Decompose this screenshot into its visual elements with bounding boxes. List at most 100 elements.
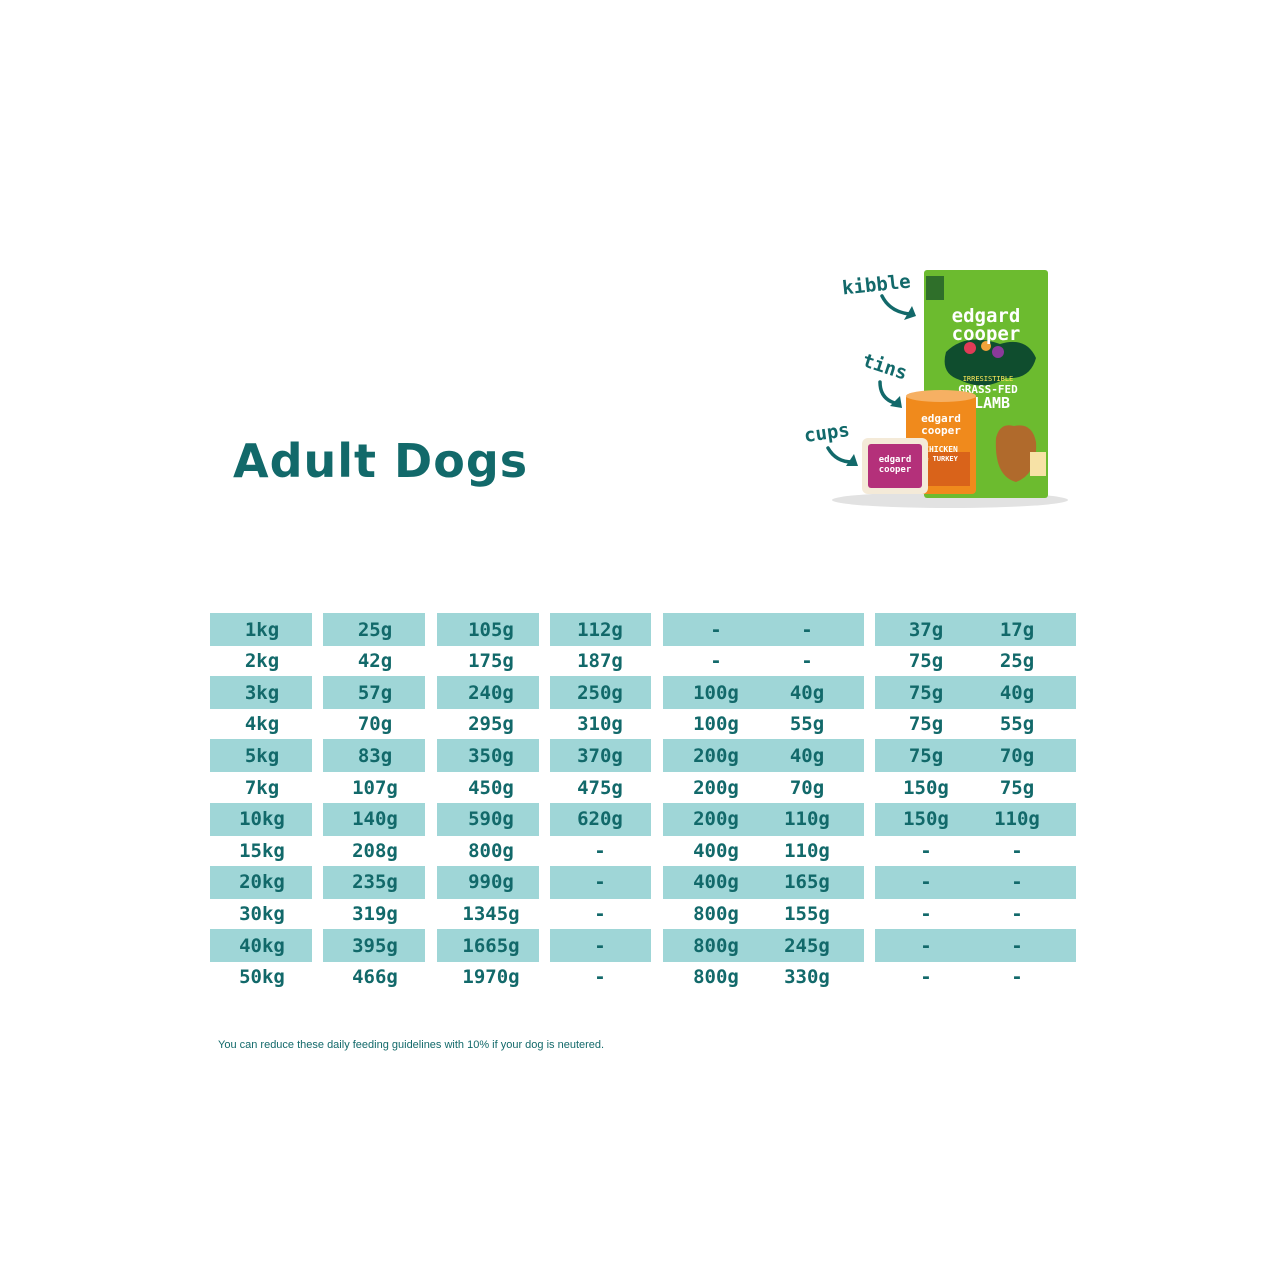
- table-row: 20kg 235g 990g - 400g 165g - -: [210, 865, 1076, 899]
- table-cell: 30kg: [239, 902, 285, 925]
- table-cell: 370g: [577, 744, 623, 767]
- table-row: 10kg 140g 590g 620g 200g 110g 150g 110g: [210, 802, 1076, 836]
- row-shade: [210, 865, 312, 899]
- table-cell: 110g: [784, 839, 830, 862]
- table-cell: 395g: [352, 934, 398, 957]
- row-shade: [210, 929, 312, 962]
- table-cell: 25g: [999, 650, 1035, 673]
- table-cell: 110g: [994, 808, 1040, 831]
- product-illustration: kibble tins cups edgard cooper I: [800, 262, 1090, 522]
- row-shade: [323, 865, 425, 899]
- page-title: Adult Dogs: [233, 434, 529, 488]
- table-cell: 50kg: [239, 966, 285, 989]
- table-cell: 150g: [903, 776, 949, 799]
- table-row: 40kg 395g 1665g - 800g 245g - -: [210, 929, 1076, 962]
- table-cell: 55g: [999, 713, 1035, 736]
- table-cell: -: [1011, 839, 1023, 862]
- table-cell: 100g: [693, 713, 739, 736]
- table-cell: 40kg: [239, 934, 285, 957]
- table-cell: 75g: [908, 744, 944, 767]
- table-cell: 17g: [999, 618, 1035, 641]
- table-cell: 107g: [352, 776, 398, 799]
- table-cell: 70g: [999, 744, 1035, 767]
- table-cell: 4kg: [244, 713, 280, 736]
- table-cell: 295g: [468, 713, 514, 736]
- bag-text-line-1: IRRESISTIBLE: [963, 375, 1014, 383]
- row-shade: [437, 739, 539, 773]
- row-shade: [663, 613, 864, 646]
- row-shade: [210, 739, 312, 773]
- table-cell: 330g: [784, 966, 830, 989]
- row-shade: [437, 865, 539, 899]
- table-cell: 1345g: [462, 902, 520, 925]
- table-cell: -: [920, 871, 932, 894]
- table-cell: 140g: [352, 808, 398, 831]
- table-cell: 110g: [784, 808, 830, 831]
- table-cell: 2kg: [244, 650, 280, 673]
- table-row: 30kg 319g 1345g - 800g 155g - -: [210, 897, 1076, 930]
- table-row: 2kg 42g 175g 187g - - 75g 25g: [210, 645, 1076, 678]
- table-cell: 40g: [789, 744, 825, 767]
- table-cell: -: [594, 871, 606, 894]
- row-shade: [323, 802, 425, 836]
- table-cell: 350g: [468, 744, 514, 767]
- row-shade: [550, 865, 651, 899]
- cups-arrow-icon: [826, 446, 854, 464]
- row-shade: [550, 613, 651, 646]
- table-cell: -: [594, 839, 606, 862]
- table-cell: 57g: [357, 681, 393, 704]
- table-cell: 165g: [784, 871, 830, 894]
- table-cell: 590g: [468, 808, 514, 831]
- table-cell: 25g: [357, 618, 393, 641]
- table-cell: -: [801, 618, 813, 641]
- svg-text:edgard: edgard: [952, 305, 1021, 327]
- table-cell: 150g: [903, 808, 949, 831]
- table-cell: 400g: [693, 871, 739, 894]
- row-shade: [550, 929, 651, 962]
- table-cell: 1665g: [462, 934, 520, 957]
- table-cell: -: [920, 902, 932, 925]
- table-cell: 70g: [789, 776, 825, 799]
- table-cell: 240g: [468, 681, 514, 704]
- table-cell: 235g: [352, 871, 398, 894]
- table-cell: -: [801, 650, 813, 673]
- table-cell: 800g: [693, 934, 739, 957]
- row-shade: [875, 802, 1076, 836]
- table-cell: 83g: [357, 744, 393, 767]
- row-shade: [210, 676, 312, 710]
- row-shade: [875, 676, 1076, 710]
- cup-icon: [862, 438, 928, 494]
- table-cell: -: [710, 650, 722, 673]
- bag-text-line-2: GRASS-FED: [958, 383, 1018, 396]
- table-cell: -: [594, 902, 606, 925]
- row-shade: [550, 676, 651, 710]
- row-shade: [663, 739, 864, 773]
- table-cell: 175g: [468, 650, 514, 673]
- table-row: 4kg 70g 295g 310g 100g 55g 75g 55g: [210, 708, 1076, 741]
- row-shade: [437, 929, 539, 962]
- table-cell: 112g: [577, 618, 623, 641]
- table-row: 5kg 83g 350g 370g 200g 40g 75g 70g: [210, 739, 1076, 773]
- row-shade: [875, 613, 1076, 646]
- tin-text-line-2: & TURKEY: [924, 455, 959, 463]
- table-cell: 105g: [468, 618, 514, 641]
- row-shade: [323, 676, 425, 710]
- table-cell: 250g: [577, 681, 623, 704]
- table-cell: 200g: [693, 744, 739, 767]
- table-cell: 75g: [908, 713, 944, 736]
- table-cell: 42g: [357, 650, 393, 673]
- table-cell: 15kg: [239, 839, 285, 862]
- table-row: 7kg 107g 450g 475g 200g 70g 150g 75g: [210, 771, 1076, 804]
- table-cell: 1kg: [244, 618, 280, 641]
- product-pack-graphic: edgard cooper IRRESISTIBLE GRASS-FED LAM…: [826, 270, 1068, 508]
- svg-text:cooper: cooper: [879, 465, 912, 475]
- table-cell: 800g: [693, 902, 739, 925]
- bag-text-line-3: LAMB: [974, 394, 1010, 412]
- table-cell: 70g: [357, 713, 393, 736]
- table-cell: 55g: [789, 713, 825, 736]
- table-cell: 10kg: [239, 808, 285, 831]
- row-shade: [437, 613, 539, 646]
- footnote: You can reduce these daily feeding guide…: [218, 1039, 605, 1051]
- table-cell: 37g: [908, 618, 944, 641]
- table-cell: 208g: [352, 839, 398, 862]
